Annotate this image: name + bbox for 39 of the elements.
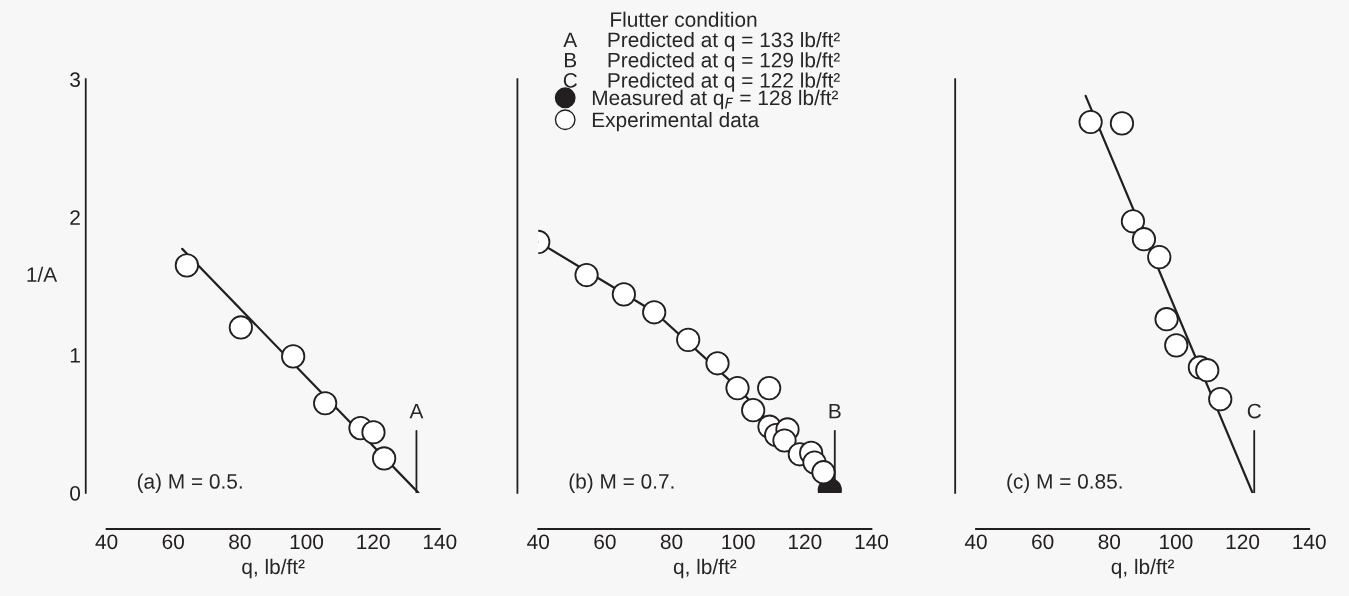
x-tick-label: 80 bbox=[1098, 534, 1121, 550]
ref-line-label: C bbox=[1247, 403, 1261, 419]
annotation: (a) M = 0.5. bbox=[137, 473, 242, 493]
annotation: (b) M = 0.7. bbox=[569, 473, 674, 493]
x-tick-label: 120 bbox=[1226, 534, 1260, 550]
x-tick-label: 120 bbox=[789, 534, 822, 550]
x-tick-label: 40 bbox=[964, 534, 987, 550]
x-tick-label: 100 bbox=[290, 534, 324, 550]
x-tick-label: 40 bbox=[527, 534, 550, 550]
legend-title: Flutter condition bbox=[611, 11, 757, 27]
legend-label: Experimental data bbox=[592, 111, 760, 132]
y-tick-label: 1 bbox=[70, 348, 80, 363]
x-tick-label: 100 bbox=[1160, 534, 1193, 550]
text: Predicted at q = 129 lb/ft² bbox=[608, 52, 840, 72]
x-tick-label: 140 bbox=[1293, 534, 1326, 550]
text: A bbox=[563, 32, 578, 48]
ref-line-label: A bbox=[409, 403, 424, 419]
y-tick-label: 0 bbox=[70, 485, 81, 501]
annotation: (c) M = 0.85. bbox=[1007, 473, 1122, 493]
x-axis-title: q, lb/ft² bbox=[1111, 558, 1175, 579]
x-tick-label: 80 bbox=[229, 534, 251, 550]
ref-line-label: B bbox=[829, 403, 841, 419]
x-tick-label: 140 bbox=[423, 534, 457, 550]
x-tick-label: 60 bbox=[1032, 534, 1054, 550]
x-axis-title: q, lb/ft² bbox=[673, 558, 737, 579]
x-tick-label: 120 bbox=[357, 534, 390, 550]
y-axis-title: 1/A bbox=[27, 266, 58, 282]
x-tick-label: 40 bbox=[95, 534, 118, 550]
x-tick-label: 140 bbox=[855, 534, 889, 550]
x-axis-title: q, lb/ft² bbox=[242, 558, 305, 579]
y-tick-label: 3 bbox=[70, 72, 80, 88]
y-tick-label: 2 bbox=[70, 210, 80, 225]
text: B bbox=[565, 52, 577, 68]
x-tick-label: 60 bbox=[594, 534, 616, 550]
x-tick-label: 60 bbox=[162, 534, 184, 550]
x-tick-label: 80 bbox=[660, 534, 683, 550]
text: C bbox=[563, 73, 577, 88]
x-tick-label: 100 bbox=[722, 534, 755, 550]
text: Predicted at q = 133 lb/ft² bbox=[608, 31, 840, 52]
